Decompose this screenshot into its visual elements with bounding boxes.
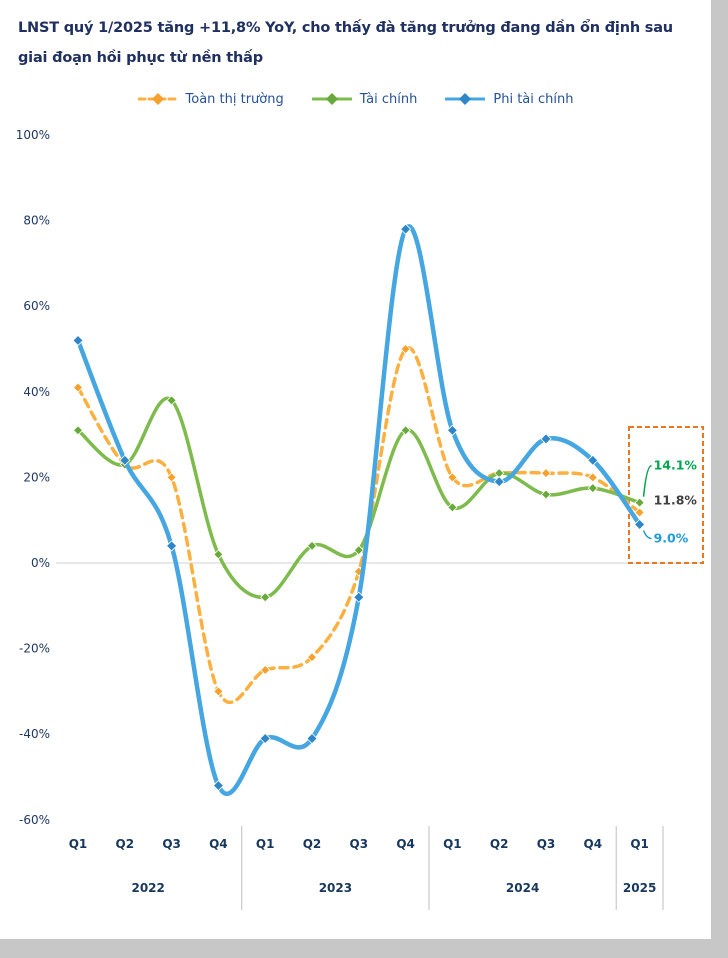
y-tick-label: -20%: [19, 642, 50, 656]
data-point-marker: [540, 468, 552, 479]
y-tick-label: 60%: [23, 299, 50, 313]
x-tick-label: Q3: [350, 837, 369, 851]
legend-item-0: Toàn thị trường: [137, 91, 284, 107]
x-tick-label: Q4: [584, 837, 603, 851]
data-point-marker: [166, 395, 177, 406]
data-point-marker: [166, 540, 178, 552]
data-point-marker: [400, 425, 411, 436]
legend-item-1: Tài chính: [311, 91, 418, 107]
year-label: 2022: [131, 881, 164, 895]
legend-item-2: Phi tài chính: [445, 92, 573, 107]
end-label: 9.0%: [654, 530, 689, 545]
data-point-marker: [260, 664, 271, 676]
data-point-marker: [353, 591, 365, 603]
x-tick-label: Q2: [490, 837, 509, 851]
end-label-connector: [642, 530, 652, 540]
data-point-marker: [260, 592, 271, 603]
legend-marker-icon: [445, 93, 486, 105]
y-tick-label: 40%: [23, 385, 50, 399]
highlight-box: [628, 426, 704, 564]
end-label: 14.1%: [654, 458, 698, 473]
series-1: 14.1%: [72, 395, 698, 603]
data-point-marker: [587, 472, 598, 483]
year-label: 2025: [623, 881, 656, 895]
series-0: 11.8%: [72, 343, 698, 705]
x-tick-label: Q1: [69, 837, 88, 851]
x-tick-label: Q3: [162, 837, 181, 851]
data-point-marker: [587, 483, 598, 494]
data-point-marker: [72, 382, 84, 393]
chart-legend: Toàn thị trường Tài chính Phi tài chính: [0, 87, 711, 111]
x-tick-label: Q3: [537, 837, 556, 851]
y-tick-label: -60%: [19, 813, 50, 827]
x-tick-label: Q1: [443, 837, 462, 851]
end-label-connector: [642, 464, 652, 497]
data-point-marker: [540, 433, 552, 445]
legend-label: Tài chính: [359, 91, 418, 107]
data-point-marker: [72, 334, 84, 347]
data-point-marker: [634, 497, 645, 508]
data-point-marker: [493, 476, 505, 488]
data-point-marker: [446, 424, 458, 436]
y-tick-label: 80%: [23, 214, 50, 228]
data-point-marker: [306, 540, 318, 551]
series-line: [75, 224, 642, 797]
x-tick-label: Q4: [209, 837, 228, 851]
legend-label: Toàn thị trường: [185, 91, 284, 107]
y-tick-label: 0%: [31, 556, 50, 570]
y-axis-labels: 100% 80% 60% 40% 20% 0% -20% -40% -60%: [16, 128, 50, 827]
x-tick-label: Q4: [396, 837, 415, 851]
data-point-marker: [166, 472, 177, 483]
data-point-marker: [306, 652, 318, 663]
x-axis-labels: Q1 Q2 Q3 Q4 Q1 Q2 Q3 Q4 Q1 Q2 Q3 Q4 Q1 2022 2023 2024 20…: [69, 826, 664, 910]
x-tick-label: Q2: [116, 837, 135, 851]
chart-page: LNST quý 1/2025 tăng +11,8% YoY, cho thấ…: [0, 0, 711, 939]
data-point-marker: [212, 779, 224, 792]
data-point-marker: [634, 507, 645, 518]
end-label: 11.8%: [654, 492, 698, 507]
y-tick-label: 100%: [16, 128, 50, 142]
data-point-marker: [587, 454, 599, 466]
data-point-marker: [447, 502, 458, 513]
data-point-marker: [400, 223, 412, 235]
x-tick-label: Q1: [256, 837, 275, 851]
data-point-marker: [353, 545, 364, 556]
series-2: 9.0%: [72, 223, 689, 797]
y-tick-label: -40%: [19, 727, 50, 741]
year-label: 2023: [319, 881, 352, 895]
x-tick-label: Q1: [630, 837, 649, 851]
year-label: 2024: [506, 881, 539, 895]
chart-title: LNST quý 1/2025 tăng +11,8% YoY, cho thấ…: [18, 20, 673, 66]
data-point-marker: [306, 732, 318, 745]
data-point-marker: [213, 686, 224, 697]
data-point-marker: [119, 454, 131, 466]
chart-svg: 100% 80% 60% 40% 20% 0% -20% -40% -60% 11.8% 14.1%…: [16, 128, 704, 910]
data-point-marker: [213, 549, 224, 560]
data-point-marker: [72, 425, 84, 436]
legend-marker-icon: [137, 93, 178, 105]
data-point-marker: [400, 343, 411, 355]
data-point-marker: [634, 518, 646, 531]
data-point-marker: [259, 732, 271, 745]
data-point-marker: [447, 472, 458, 483]
y-tick-label: 20%: [23, 470, 50, 484]
data-point-marker: [540, 489, 552, 500]
x-tick-label: Q2: [303, 837, 322, 851]
legend-marker-icon: [311, 93, 352, 105]
legend-label: Phi tài chính: [493, 91, 574, 107]
